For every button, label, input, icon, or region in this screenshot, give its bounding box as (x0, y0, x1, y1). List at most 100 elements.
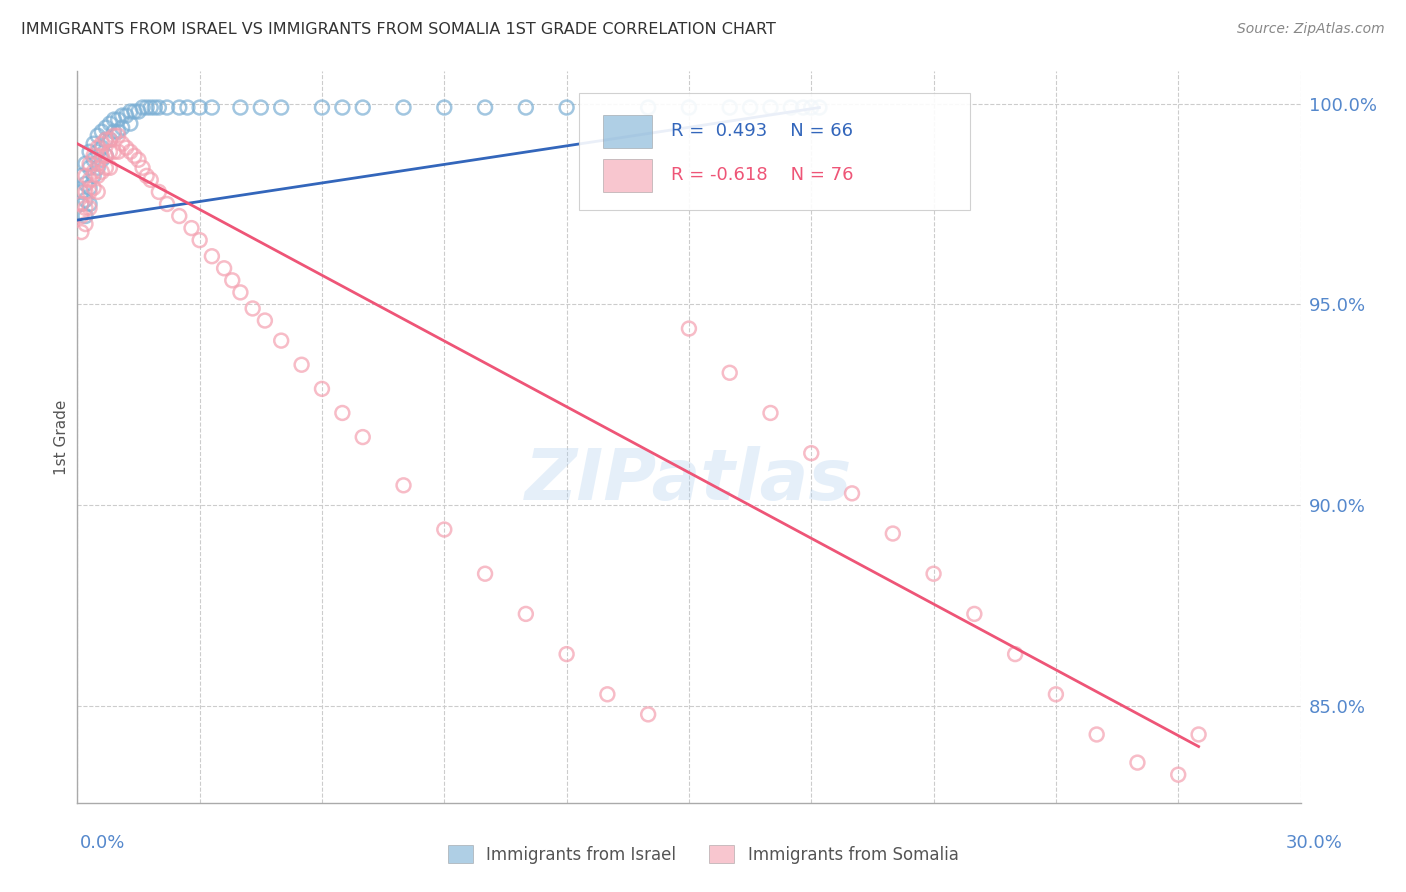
Point (83, 165, 105, 179)
Point (131, 101, 153, 115)
Point (780, 101, 803, 115)
Point (148, 185, 170, 199)
Point (70, 169, 93, 183)
Point (311, 382, 333, 396)
Point (169, 101, 191, 115)
Point (1004, 647, 1026, 661)
Point (90, 153, 112, 167)
Point (75, 217, 97, 231)
Point (75, 193, 97, 207)
Point (515, 607, 537, 621)
Point (98, 133, 121, 147)
Point (128, 104, 150, 119)
Point (800, 446, 823, 460)
Point (143, 101, 166, 115)
Point (128, 153, 150, 167)
Point (103, 145, 125, 159)
Point (79, 173, 101, 187)
Point (352, 430, 374, 444)
Point (740, 101, 762, 115)
Point (180, 221, 202, 235)
Point (120, 145, 142, 159)
Point (718, 366, 741, 380)
Point (83, 149, 105, 163)
Point (87, 145, 110, 159)
Point (87, 128, 110, 143)
Point (637, 101, 659, 115)
Point (792, 101, 814, 115)
Point (98, 117, 121, 131)
Point (131, 161, 153, 175)
Point (188, 101, 211, 115)
Point (250, 101, 273, 115)
Point (75, 169, 97, 183)
Point (87, 169, 110, 183)
Point (107, 128, 129, 143)
Point (103, 112, 125, 127)
Point (79, 197, 101, 211)
Point (332, 406, 354, 420)
Point (98, 161, 121, 175)
Point (87, 141, 110, 155)
Point (83, 136, 105, 151)
Point (637, 707, 659, 722)
Text: 30.0%: 30.0% (1286, 834, 1343, 852)
Point (79, 145, 101, 159)
Point (79, 181, 101, 195)
Point (79, 161, 101, 175)
Text: Source: ZipAtlas.com: Source: ZipAtlas.com (1237, 22, 1385, 37)
Point (1126, 756, 1149, 770)
Point (90, 136, 112, 151)
Point (808, 101, 831, 115)
Y-axis label: 1st Grade: 1st Grade (53, 400, 69, 475)
Point (94, 161, 117, 175)
Point (678, 321, 700, 335)
Point (135, 169, 157, 183)
Point (79, 185, 101, 199)
Point (79, 157, 101, 171)
Text: ZIPatlas: ZIPatlas (526, 447, 852, 516)
Point (115, 141, 138, 155)
Point (474, 101, 496, 115)
FancyBboxPatch shape (603, 159, 652, 192)
Point (270, 334, 292, 348)
Point (83, 153, 105, 167)
Point (1045, 687, 1067, 701)
Point (270, 101, 292, 115)
Point (75, 209, 97, 223)
Point (98, 145, 121, 159)
Text: R =  0.493    N = 66: R = 0.493 N = 66 (671, 122, 852, 140)
Point (87, 161, 110, 175)
Point (176, 101, 198, 115)
Point (94, 149, 117, 163)
Point (148, 101, 170, 115)
Point (229, 285, 252, 300)
Point (433, 523, 456, 537)
Point (392, 478, 415, 492)
Point (678, 101, 700, 115)
Point (332, 101, 354, 115)
Point (115, 109, 138, 123)
Point (201, 101, 224, 115)
Point (759, 406, 782, 420)
Point (83, 169, 105, 183)
Point (111, 120, 134, 135)
Point (83, 181, 105, 195)
Legend: Immigrants from Israel, Immigrants from Somalia: Immigrants from Israel, Immigrants from … (441, 838, 965, 871)
Point (922, 566, 945, 581)
Point (135, 101, 157, 115)
Point (94, 133, 117, 147)
Text: IMMIGRANTS FROM ISRAEL VS IMMIGRANTS FROM SOMALIA 1ST GRADE CORRELATION CHART: IMMIGRANTS FROM ISRAEL VS IMMIGRANTS FRO… (21, 22, 776, 37)
Point (111, 136, 134, 151)
Point (107, 112, 129, 127)
Point (79, 201, 101, 215)
Point (596, 687, 619, 701)
Point (90, 125, 112, 139)
Point (111, 109, 134, 123)
Point (841, 486, 863, 500)
Text: R = -0.618    N = 76: R = -0.618 N = 76 (671, 166, 853, 185)
Point (75, 201, 97, 215)
Point (87, 185, 110, 199)
Point (94, 120, 117, 135)
Point (139, 173, 162, 187)
